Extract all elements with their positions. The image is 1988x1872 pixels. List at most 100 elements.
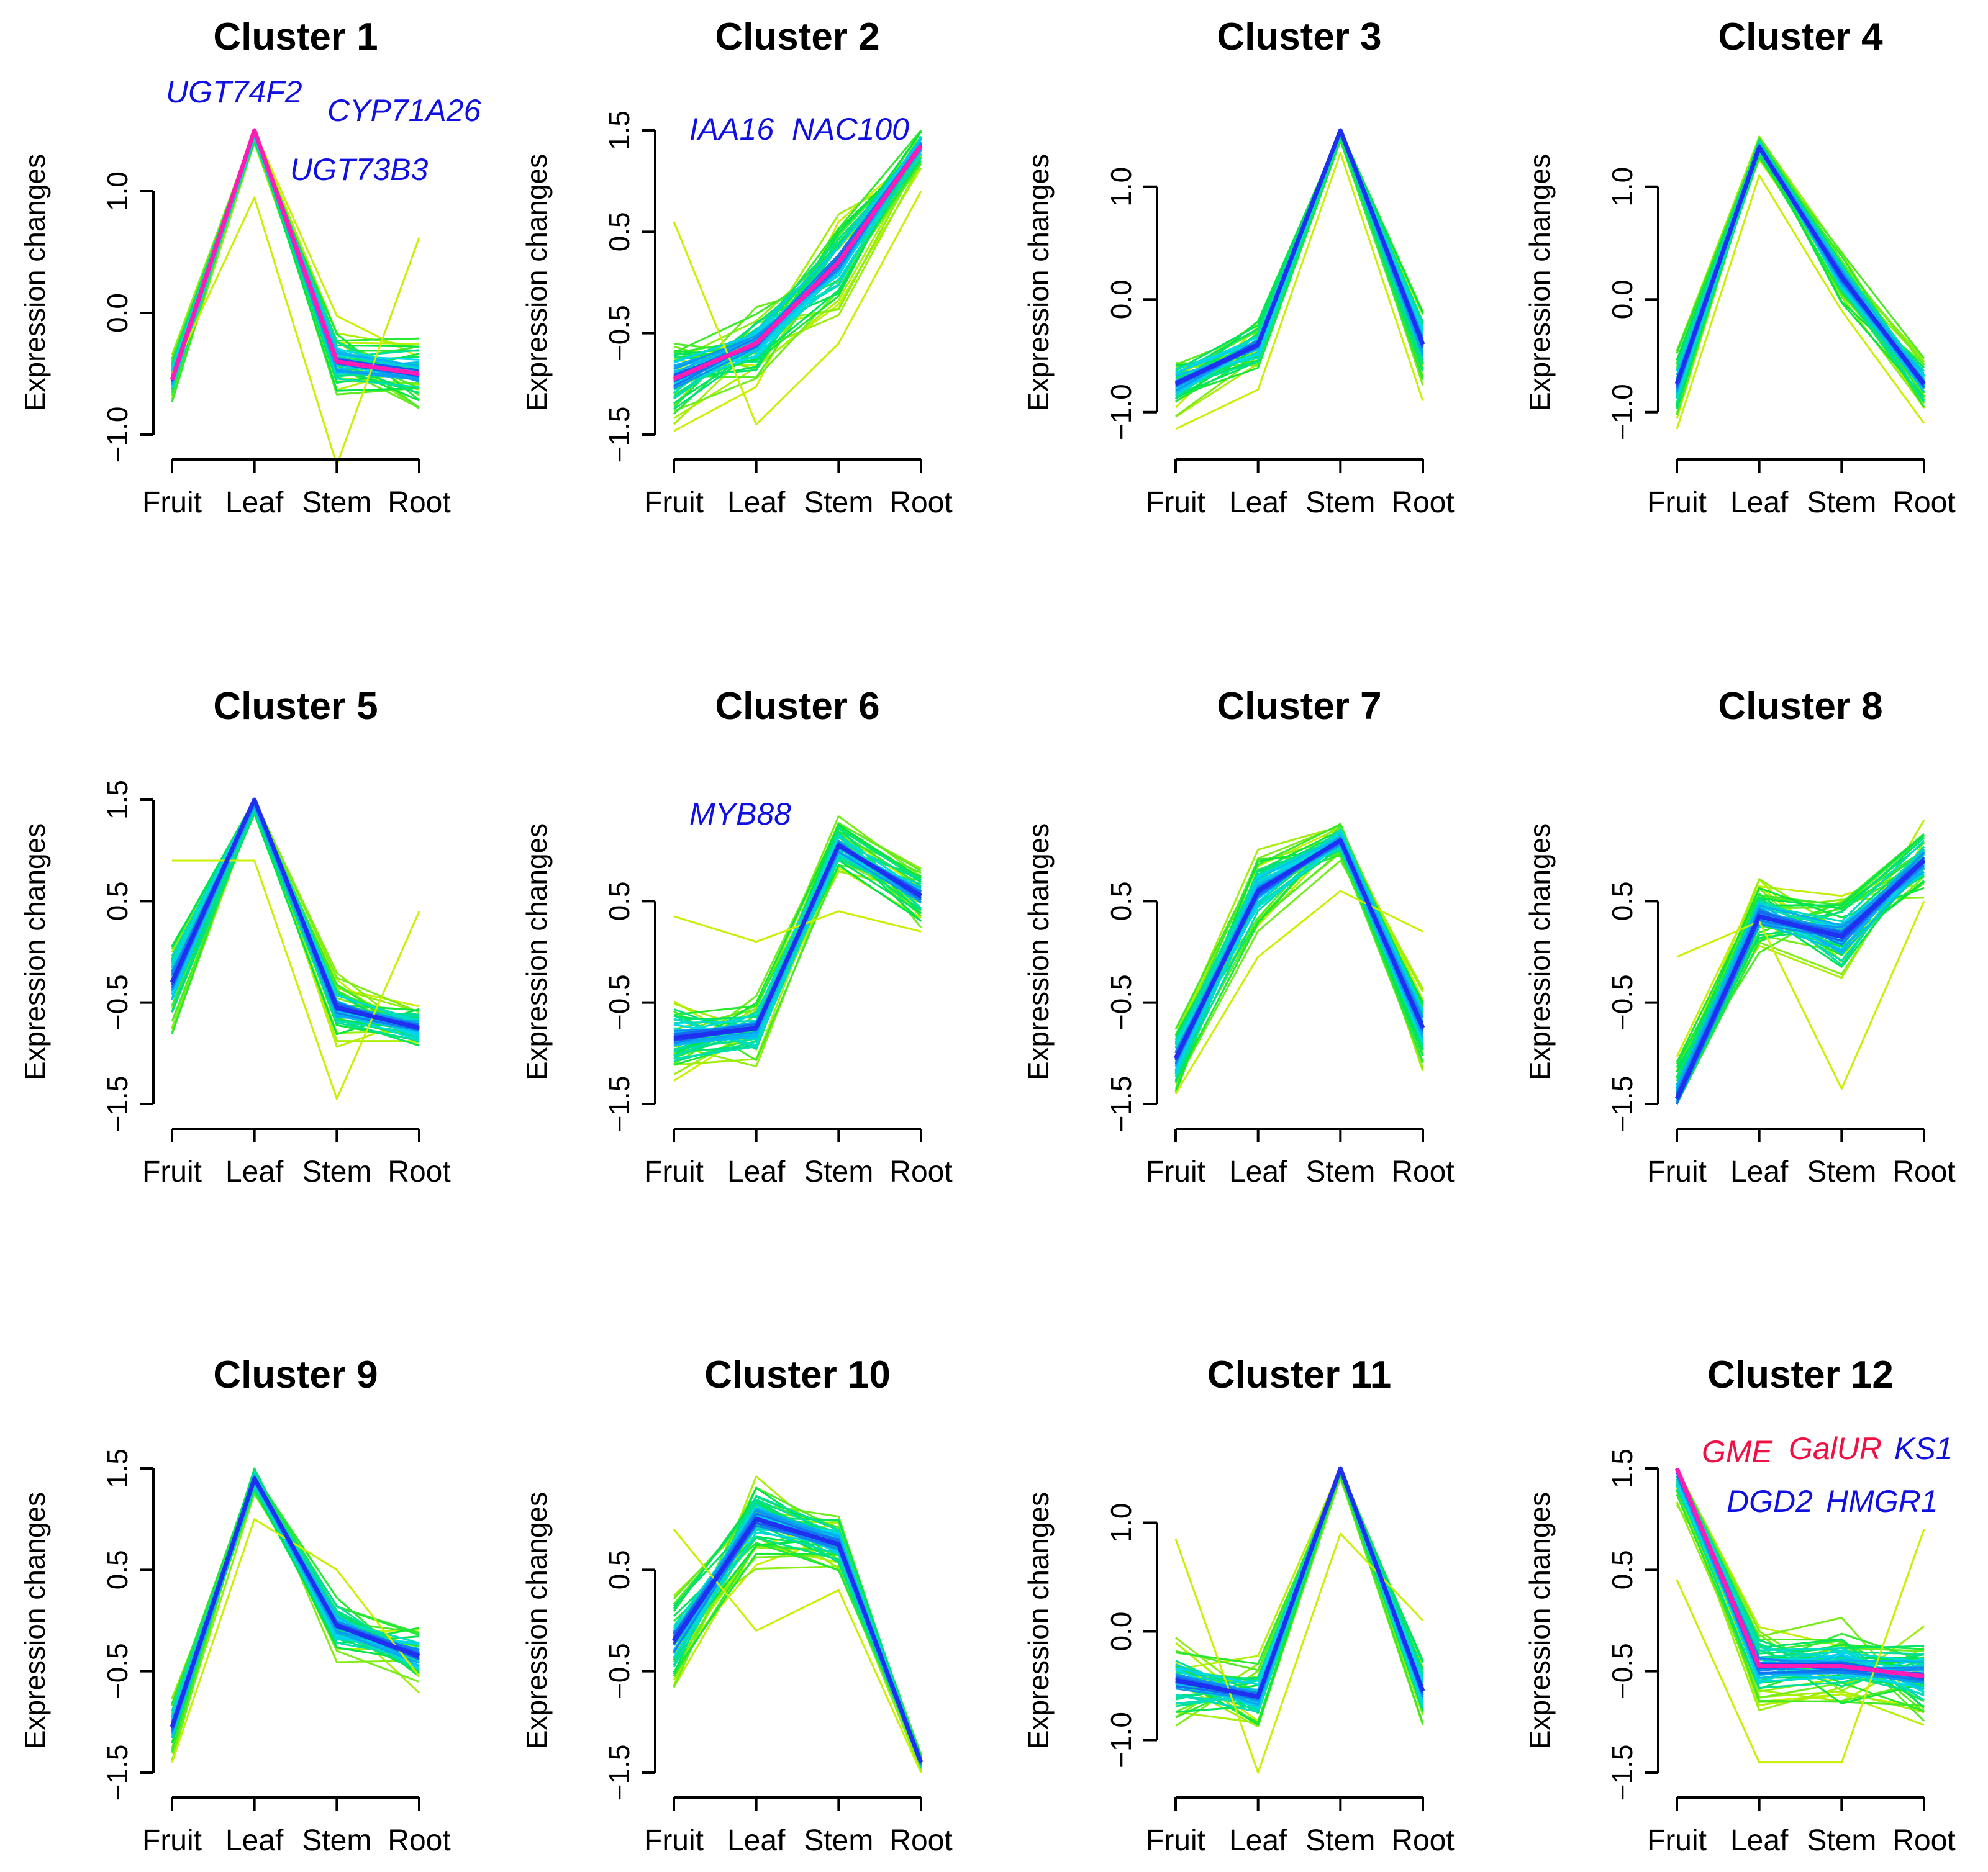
gene-profile-line: [673, 144, 922, 382]
profile-lines: [1174, 128, 1425, 430]
x-tick-label: Fruit: [1647, 1824, 1707, 1857]
gene-annotation: HMGR1: [1826, 1484, 1938, 1519]
gene-profile-line: [1676, 851, 1925, 1089]
panel-title: Cluster 2: [715, 16, 879, 58]
gene-annotation: GME: [1702, 1434, 1773, 1469]
x-tick-label: Root: [889, 1155, 952, 1188]
panel-title: Cluster 9: [213, 1354, 378, 1396]
panel-title: Cluster 4: [1718, 16, 1883, 58]
gene-annotation: UGT74F2: [166, 75, 302, 109]
y-tick-label: 1.5: [101, 1449, 134, 1488]
gene-profile-line: [673, 137, 922, 363]
profile-lines: [1674, 820, 1926, 1105]
gene-profile-line: [673, 1507, 922, 1762]
core-profile-line: [673, 144, 923, 381]
gene-profile-line: [673, 1513, 922, 1766]
panel-title: Cluster 1: [213, 16, 378, 58]
y-tick-label: −1.5: [603, 1745, 635, 1801]
gene-annotation: IAA16: [689, 112, 774, 147]
x-tick-label: Fruit: [644, 1824, 704, 1857]
y-tick-label: 1.5: [101, 780, 134, 820]
gene-annotation: DGD2: [1727, 1484, 1813, 1519]
gene-profile-line: [673, 834, 922, 1035]
outlier-profile-line: [171, 1518, 420, 1763]
outlier-profile-line: [1174, 890, 1423, 1095]
core-profile-line: [672, 1517, 924, 1763]
profile-lines: [1174, 1466, 1425, 1774]
y-tick-label: 0.5: [1606, 1550, 1638, 1589]
gene-profile-line: [673, 148, 922, 359]
y-tick-label: 0.5: [101, 1550, 134, 1589]
x-tick-label: Stem: [1305, 1824, 1375, 1857]
x-tick-label: Root: [889, 1824, 952, 1857]
x-tick-label: Root: [1892, 486, 1955, 519]
core-profile-line: [170, 128, 420, 381]
y-axis-label: Expression changes: [520, 823, 553, 1080]
cluster-panel-12: Cluster 12 Expression changes −1.5 −0.5 0.5 1…: [1523, 1354, 1956, 1857]
x-tick-label: Fruit: [1146, 486, 1205, 519]
cluster-panel-1: Cluster 1 Expression changes −1.0 0.0 1.0 Fru…: [19, 16, 481, 519]
y-tick-label: 0.5: [603, 881, 635, 921]
x-tick-label: Leaf: [225, 486, 284, 519]
x-tick-label: Leaf: [1730, 1824, 1789, 1857]
profile-lines: [170, 797, 420, 1100]
core-profile-line: [1674, 145, 1926, 386]
profile-lines: [1674, 135, 1926, 430]
panel-title: Cluster 8: [1718, 685, 1882, 728]
cluster-panel-2: Cluster 2 Expression changes −1.5 −0.5 0.5 1.…: [520, 16, 953, 519]
gene-profile-line: [1676, 820, 1925, 1078]
panel-title: Cluster 5: [213, 685, 378, 728]
cluster-panel-5: Cluster 5 Expression changes −1.5 −0.5 0.5 1.…: [19, 685, 451, 1188]
gene-profile-line: [171, 1473, 420, 1706]
panel-title: Cluster 12: [1707, 1354, 1894, 1396]
panel-title: Cluster 10: [704, 1354, 891, 1396]
y-tick-label: −0.5: [1606, 1643, 1638, 1699]
y-axis-label: Expression changes: [1523, 154, 1556, 411]
y-axis-label: Expression changes: [520, 154, 553, 411]
y-axis-label: Expression changes: [520, 1492, 553, 1749]
core-profile-line: [1175, 1466, 1425, 1699]
gene-profile-line: [673, 1475, 922, 1766]
y-axis-label: Expression changes: [19, 154, 51, 411]
gene-annotation: UGT73B3: [290, 152, 429, 187]
core-profile-line: [170, 797, 420, 1030]
x-tick-label: Stem: [1807, 486, 1876, 519]
gene-profile-line: [673, 131, 922, 363]
x-tick-label: Stem: [1305, 486, 1375, 519]
y-tick-label: 0.5: [1606, 881, 1638, 921]
profile-lines: [1173, 822, 1425, 1095]
y-tick-label: −1.0: [1606, 384, 1638, 440]
x-tick-label: Root: [388, 1824, 450, 1857]
gene-profile-line: [673, 1513, 922, 1767]
y-tick-label: −1.0: [1105, 1712, 1137, 1768]
cluster-panel-8: Cluster 8 Expression changes −1.5 −0.5 0.5 Fr…: [1523, 685, 1956, 1188]
x-tick-label: Stem: [804, 1155, 873, 1188]
cluster-panel-7: Cluster 7 Expression changes −1.5 −0.5 0.5 Fr…: [1022, 685, 1455, 1188]
gene-profile-line: [673, 1535, 922, 1761]
y-tick-label: −0.5: [1105, 974, 1137, 1031]
core-profile-line: [673, 843, 922, 1041]
gene-profile-line: [673, 828, 922, 1057]
y-tick-label: 0.5: [603, 212, 635, 251]
x-tick-label: Stem: [302, 1824, 371, 1857]
x-tick-label: Root: [388, 486, 450, 519]
cluster-panel-9: Cluster 9 Expression changes −1.5 −0.5 0.5 1.…: [19, 1354, 451, 1857]
gene-profile-line: [171, 808, 420, 1042]
y-axis-label: Expression changes: [1022, 823, 1055, 1080]
gene-profile-line: [673, 146, 922, 364]
y-axis-label: Expression changes: [1523, 1492, 1556, 1749]
panel-title: Cluster 3: [1217, 16, 1381, 58]
x-tick-label: Leaf: [1229, 486, 1287, 519]
x-tick-label: Fruit: [1146, 1155, 1205, 1188]
x-tick-label: Root: [388, 1155, 450, 1188]
outlier-profile-line: [172, 859, 420, 1100]
y-axis-label: Expression changes: [19, 823, 51, 1080]
y-axis-label: Expression changes: [1523, 823, 1556, 1080]
y-tick-label: −0.5: [603, 974, 635, 1031]
y-tick-label: 0.0: [1105, 279, 1137, 319]
cluster-panel-4: Cluster 4 Expression changes −1.0 0.0 1.0 Fru…: [1523, 16, 1956, 519]
profile-lines: [673, 130, 923, 432]
x-tick-label: Leaf: [1229, 1824, 1287, 1857]
x-tick-label: Leaf: [727, 486, 786, 519]
